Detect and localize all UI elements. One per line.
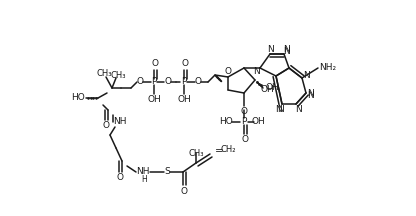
- Text: O: O: [242, 135, 248, 145]
- Text: O: O: [136, 78, 144, 86]
- Text: O: O: [181, 59, 188, 68]
- Text: OH: OH: [177, 95, 191, 105]
- Text: N: N: [254, 67, 260, 76]
- Text: CH₃: CH₃: [188, 149, 204, 157]
- Text: =: =: [215, 146, 223, 156]
- Text: CH₃: CH₃: [110, 71, 126, 81]
- Text: NH: NH: [113, 118, 127, 127]
- Text: P: P: [151, 78, 157, 86]
- Text: O: O: [181, 186, 188, 195]
- Text: O: O: [151, 59, 158, 68]
- Text: H: H: [141, 175, 147, 184]
- Text: N: N: [282, 46, 290, 54]
- Text: S: S: [164, 167, 170, 176]
- Text: N: N: [295, 105, 301, 113]
- Text: O: O: [164, 78, 171, 86]
- Text: OH: OH: [260, 84, 274, 94]
- Text: CH₃: CH₃: [96, 70, 112, 78]
- Text: HO: HO: [219, 118, 233, 127]
- Text: N: N: [302, 71, 310, 81]
- Text: O: O: [116, 173, 124, 183]
- Text: O: O: [102, 121, 109, 130]
- Text: OH: OH: [147, 95, 161, 105]
- Text: O: O: [195, 78, 201, 86]
- Text: O: O: [225, 67, 231, 76]
- Text: N: N: [276, 105, 282, 113]
- Text: OH: OH: [251, 118, 265, 127]
- Text: N: N: [277, 105, 283, 113]
- Text: N: N: [284, 48, 290, 57]
- Text: N: N: [307, 91, 314, 100]
- Text: P: P: [241, 118, 247, 127]
- Text: O: O: [240, 108, 248, 116]
- Text: NH₂: NH₂: [319, 64, 336, 73]
- Text: N: N: [267, 44, 273, 54]
- Text: HO: HO: [71, 94, 85, 103]
- Text: N: N: [307, 89, 314, 97]
- Text: CH₂: CH₂: [220, 146, 236, 154]
- Text: NH: NH: [136, 167, 150, 176]
- Text: P: P: [181, 78, 187, 86]
- Text: OH: OH: [265, 84, 279, 92]
